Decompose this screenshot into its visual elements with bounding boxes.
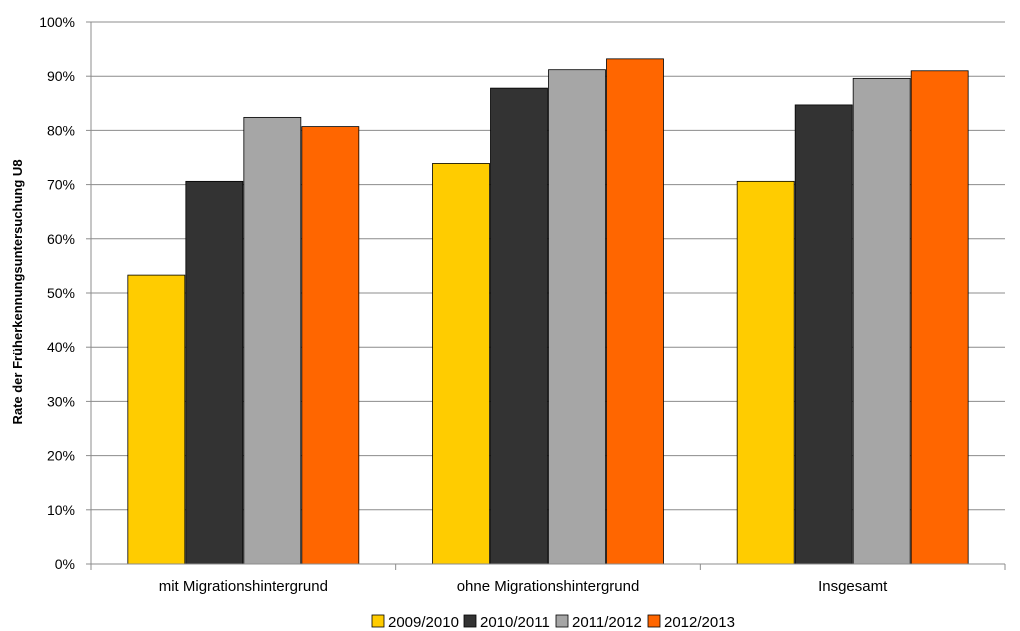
legend-label: 2012/2013 bbox=[664, 614, 735, 631]
y-tick-label: 60% bbox=[47, 231, 75, 247]
y-tick-label: 80% bbox=[47, 122, 75, 138]
y-tick-label: 100% bbox=[39, 14, 75, 30]
bar-2011-2012-2 bbox=[852, 77, 911, 565]
bar-2009-2010-2 bbox=[736, 180, 795, 565]
legend: 2009/2010 2010/2011 2011/2012 2012/2013 bbox=[371, 614, 735, 631]
y-tick-label: 90% bbox=[47, 68, 75, 84]
legend-label: 2009/2010 bbox=[388, 614, 459, 631]
legend-label: 2010/2011 bbox=[480, 614, 550, 631]
bar-2009-2010-0 bbox=[127, 274, 186, 565]
x-category-label: ohne Migrationshintergrund bbox=[457, 578, 640, 595]
y-tick-label: 30% bbox=[47, 393, 75, 409]
legend-swatch bbox=[555, 614, 569, 628]
x-axis-categories: mit Migrationshintergrund ohne Migrations… bbox=[159, 578, 888, 595]
y-tick-label: 0% bbox=[55, 556, 75, 572]
bar-2012-2013-0 bbox=[301, 126, 360, 565]
y-tick-label: 70% bbox=[47, 177, 75, 193]
x-category-label: Insgesamt bbox=[818, 578, 888, 595]
legend-swatch bbox=[463, 614, 477, 628]
bar-2011-2012-0 bbox=[243, 116, 302, 565]
bar-2011-2012-1 bbox=[548, 69, 606, 565]
legend-swatch bbox=[647, 614, 661, 628]
y-tick-label: 10% bbox=[47, 502, 75, 518]
y-tick-label: 20% bbox=[47, 448, 75, 464]
legend-label: 2011/2012 bbox=[572, 614, 642, 631]
legend-swatch bbox=[371, 614, 385, 628]
y-axis-ticks: 0% 10% 20% 30% 40% 50% 60% 70% 80% 90% 100% bbox=[39, 14, 91, 572]
bar-2012-2013-2 bbox=[910, 70, 969, 565]
bar-2009-2010-1 bbox=[432, 163, 490, 565]
bars bbox=[127, 58, 969, 565]
axes bbox=[90, 22, 1006, 570]
y-axis-label: Rate der Früherkennungsuntersuchung U8 bbox=[10, 159, 25, 424]
bar-2010-2011-1 bbox=[490, 87, 548, 565]
y-tick-label: 50% bbox=[47, 285, 75, 301]
x-category-label: mit Migrationshintergrund bbox=[159, 578, 328, 595]
gridlines bbox=[91, 21, 1005, 511]
bar-2010-2011-2 bbox=[794, 104, 853, 565]
y-tick-label: 40% bbox=[47, 339, 75, 355]
bar-2010-2011-0 bbox=[185, 180, 244, 565]
bar-2012-2013-1 bbox=[606, 58, 664, 565]
